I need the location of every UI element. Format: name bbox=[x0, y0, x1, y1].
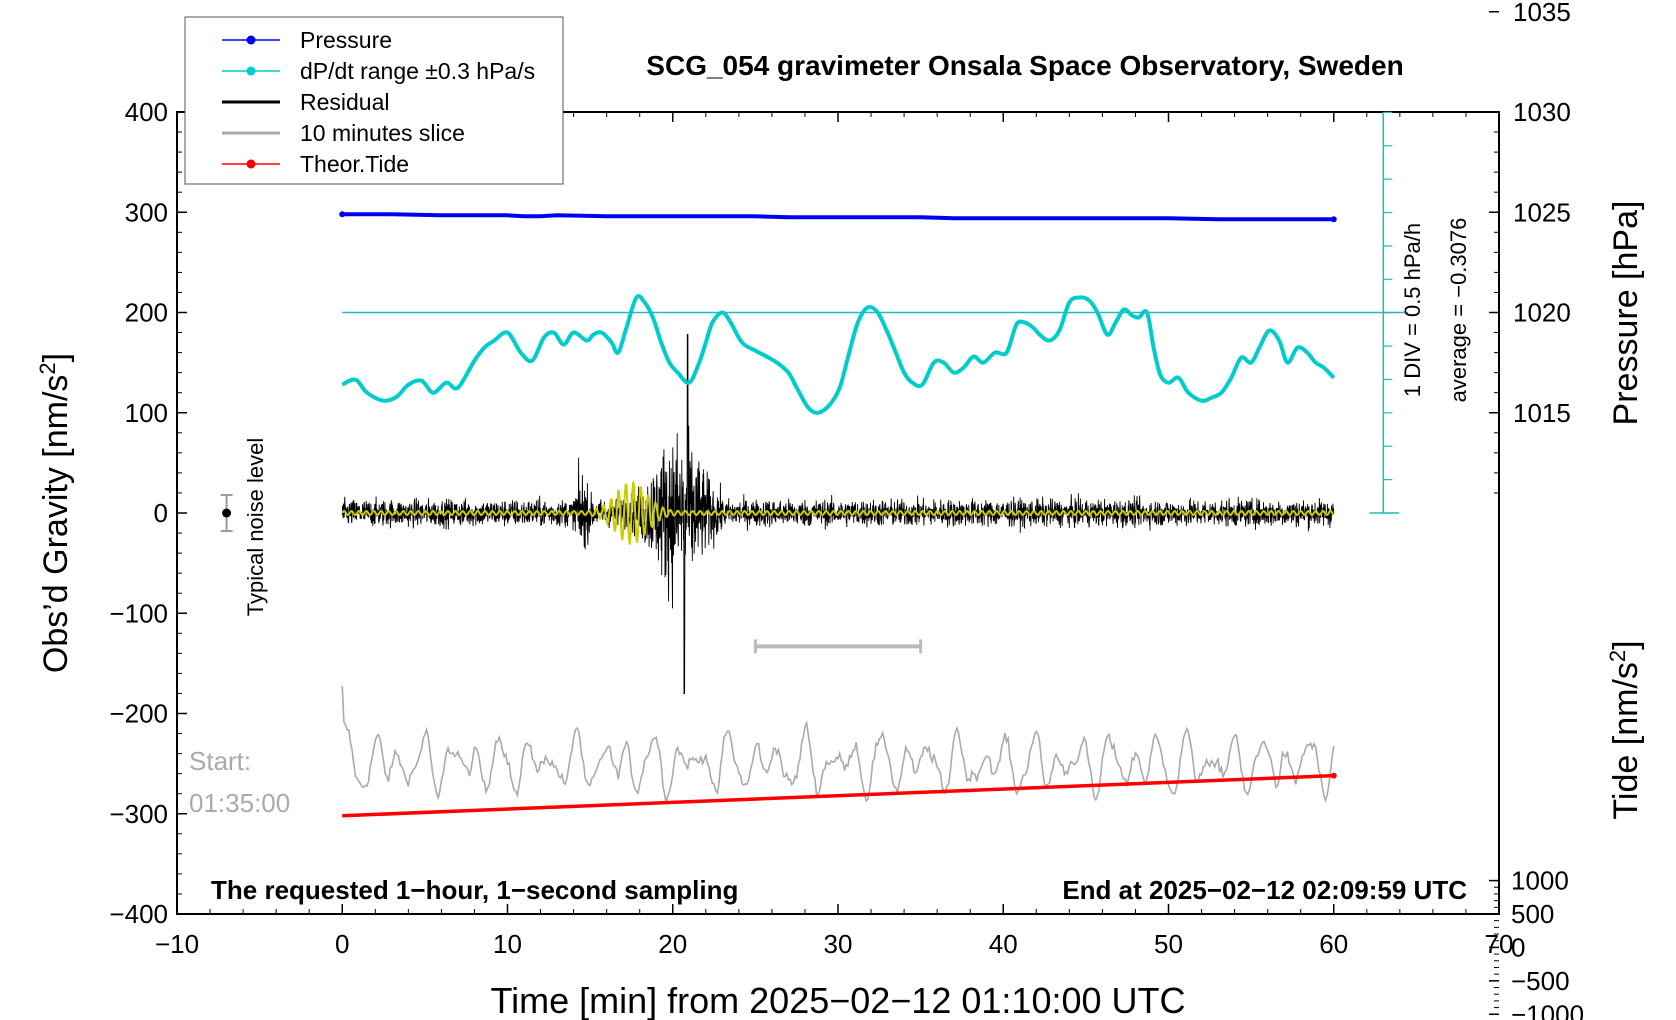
pressure-tick-label: 1030 bbox=[1513, 97, 1571, 127]
pressure-tick-label: 1025 bbox=[1513, 197, 1571, 227]
legend-item: Theor.Tide bbox=[222, 151, 409, 177]
series-residual-filtered-line bbox=[341, 481, 1335, 545]
legend-swatch-marker bbox=[246, 35, 256, 45]
y-tick-label: 100 bbox=[125, 398, 168, 428]
y-tick-label: 300 bbox=[125, 197, 168, 227]
legend-item: 10 minutes slice bbox=[222, 120, 465, 146]
y-axis-label-pressure: Pressure [hPa] bbox=[1607, 201, 1645, 426]
y-tick-label: 200 bbox=[125, 298, 168, 328]
pressure-tick-label: 1015 bbox=[1513, 398, 1571, 428]
x-tick-label: 10 bbox=[493, 929, 522, 959]
series-tide-end-point bbox=[1330, 772, 1337, 779]
dpdt-average-label: average = −0.3076 bbox=[1446, 218, 1471, 403]
series-slice-line bbox=[341, 686, 1335, 804]
y-tick-label: 0 bbox=[154, 498, 168, 528]
y-tick-label: −100 bbox=[109, 598, 168, 628]
series-residual-line bbox=[341, 334, 1335, 694]
y-axis-label-left: Obs’d Gravity [nm/s2] bbox=[35, 353, 75, 673]
legend-swatch-marker bbox=[246, 66, 256, 76]
legend-label: dP/dt range ±0.3 hPa/s bbox=[300, 58, 535, 84]
y-axis-label-left-main: Obs’d Gravity [nm/s bbox=[37, 375, 75, 674]
legend-label: Residual bbox=[300, 89, 390, 115]
y-tick-label: −200 bbox=[109, 699, 168, 729]
legend: Pressure dP/dt range ±0.3 hPa/s Residual 10… bbox=[184, 16, 564, 185]
y-axis-label-tide-main: Tide [nm/s bbox=[1607, 662, 1645, 819]
x-tick-label: 40 bbox=[989, 929, 1018, 959]
bottom-right-note: End at 2025−02−12 02:09:59 UTC bbox=[1062, 875, 1467, 905]
x-tick-label: 0 bbox=[335, 929, 349, 959]
dpdt-scale-label: 1 DIV = 0.5 hPa/h bbox=[1400, 223, 1425, 397]
x-tick-label: 50 bbox=[1154, 929, 1183, 959]
series-pressure-end-point bbox=[1330, 216, 1337, 223]
y-axis-label-left-end: ] bbox=[37, 353, 75, 362]
tide-tick-label: 500 bbox=[1511, 899, 1554, 929]
series-pressure-line bbox=[342, 212, 1334, 222]
legend-label: Pressure bbox=[300, 27, 392, 53]
y-tick-label: −300 bbox=[109, 799, 168, 829]
tide-tick-label: −1000 bbox=[1511, 999, 1584, 1020]
x-tick-label: 30 bbox=[824, 929, 853, 959]
tide-tick-label: 0 bbox=[1511, 932, 1525, 962]
x-tick-label: 20 bbox=[658, 929, 687, 959]
legend-item: dP/dt range ±0.3 hPa/s bbox=[222, 58, 535, 84]
x-tick-label: 60 bbox=[1319, 929, 1348, 959]
start-time-label: 01:35:00 bbox=[189, 788, 290, 818]
legend-label: Theor.Tide bbox=[300, 151, 409, 177]
pressure-tick-label: 1035 bbox=[1513, 0, 1571, 27]
series-tide-line bbox=[342, 773, 1334, 818]
legend-item: Residual bbox=[222, 89, 390, 115]
noise-level-label: Typical noise level bbox=[243, 438, 268, 617]
y-axis-label-tide: Tide [nm/s2] bbox=[1605, 640, 1645, 819]
legend-label: 10 minutes slice bbox=[300, 120, 465, 146]
y-tick-label: −400 bbox=[109, 899, 168, 929]
pressure-tick-label: 1020 bbox=[1513, 298, 1571, 328]
noise-marker bbox=[222, 508, 232, 518]
bottom-left-note: The requested 1−hour, 1−second sampling bbox=[211, 875, 738, 905]
x-tick-label: −10 bbox=[155, 929, 199, 959]
series-dpdt-line bbox=[341, 294, 1336, 415]
chart-title: SCG_054 gravimeter Onsala Space Observat… bbox=[646, 50, 1403, 81]
y-axis-label-tide-end: ] bbox=[1607, 640, 1645, 649]
legend-item: Pressure bbox=[222, 27, 392, 53]
series-pressure-start-point bbox=[339, 211, 346, 218]
y-axis-label-tide-sup: 2 bbox=[1605, 650, 1630, 662]
tide-tick-label: −500 bbox=[1511, 966, 1570, 996]
legend-swatch-marker bbox=[246, 159, 256, 169]
start-label: Start: bbox=[189, 746, 251, 776]
x-axis-label: Time [min] from 2025−02−12 01:10:00 UTC bbox=[490, 980, 1185, 1020]
y-axis-label-left-sup: 2 bbox=[35, 362, 60, 374]
y-tick-label: 400 bbox=[125, 97, 168, 127]
tide-tick-label: 1000 bbox=[1511, 866, 1569, 896]
